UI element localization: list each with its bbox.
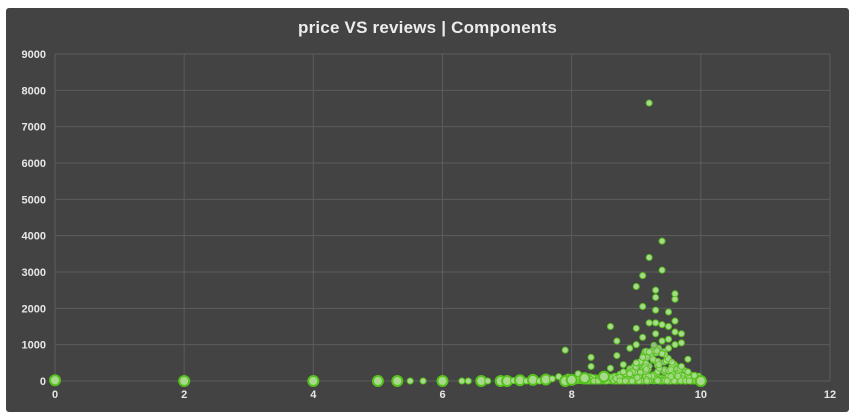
data-point	[685, 369, 691, 375]
y-tick-label: 1000	[22, 340, 46, 352]
cloud-point	[686, 378, 692, 384]
data-point	[666, 324, 672, 330]
y-tick-label: 9000	[22, 49, 46, 61]
cloud-point	[634, 375, 640, 381]
cloud-point	[668, 367, 674, 373]
data-point	[549, 376, 555, 382]
x-tick-label: 0	[52, 389, 58, 401]
data-point	[633, 284, 639, 290]
x-tick-label: 6	[439, 389, 445, 401]
data-point	[627, 345, 633, 351]
x-tick-labels: 0 2 4 6 8 10 12	[52, 389, 836, 401]
data-point	[672, 296, 678, 302]
data-point	[633, 342, 639, 348]
data-point	[646, 349, 652, 355]
cloud-point	[644, 378, 650, 384]
y-tick-label: 5000	[22, 194, 46, 206]
data-point	[653, 320, 659, 326]
cloud-point	[656, 362, 662, 368]
data-point	[588, 354, 594, 360]
data-point	[627, 371, 633, 377]
data-point	[653, 331, 659, 337]
data-point	[614, 338, 620, 344]
cloud-point	[675, 373, 681, 379]
data-point	[678, 363, 684, 369]
cloud-point	[643, 366, 649, 372]
data-point	[407, 378, 413, 384]
data-point	[659, 351, 665, 357]
data-point	[640, 354, 646, 360]
data-point	[666, 309, 672, 315]
data-point	[646, 254, 652, 260]
data-point	[659, 238, 665, 244]
x-tick-label: 8	[569, 389, 575, 401]
data-points	[50, 100, 706, 386]
y-tick-label: 7000	[22, 122, 46, 134]
data-point	[607, 324, 613, 330]
data-point	[588, 363, 594, 369]
data-point	[666, 345, 672, 351]
data-point	[653, 287, 659, 293]
data-point	[562, 347, 568, 353]
data-point	[646, 320, 652, 326]
data-point	[640, 273, 646, 279]
data-point	[659, 322, 665, 328]
data-point	[685, 356, 691, 362]
data-point	[373, 376, 383, 386]
data-point	[640, 334, 646, 340]
x-tick-label: 12	[824, 389, 836, 401]
x-tick-label: 4	[310, 389, 317, 401]
data-point	[179, 376, 189, 386]
data-point	[50, 375, 60, 385]
data-point	[633, 325, 639, 331]
cloud-point	[664, 378, 670, 384]
data-point	[614, 353, 620, 359]
data-point	[420, 378, 426, 384]
data-point	[438, 376, 448, 386]
data-point	[672, 329, 678, 335]
data-point	[646, 100, 652, 106]
y-tick-label: 8000	[22, 85, 46, 97]
data-point	[640, 304, 646, 310]
data-point	[653, 307, 659, 313]
x-tick-label: 2	[181, 389, 187, 401]
data-point	[696, 376, 706, 386]
cloud-point	[622, 378, 628, 384]
cloud-point	[617, 378, 623, 384]
scatter-plot: 0 1000 2000 3000 4000 5000 6000 7000 8000 9000 0 2…	[6, 8, 849, 412]
data-point	[620, 362, 626, 368]
data-point	[633, 360, 639, 366]
y-tick-label: 3000	[22, 267, 46, 279]
data-point	[459, 378, 465, 384]
cloud-point	[654, 378, 660, 384]
data-point	[599, 372, 609, 382]
y-tick-label: 0	[40, 376, 46, 388]
data-point	[666, 336, 672, 342]
data-point	[392, 376, 402, 386]
data-point	[653, 294, 659, 300]
y-tick-label: 2000	[22, 303, 46, 315]
data-point	[678, 331, 684, 337]
data-point	[580, 373, 590, 383]
data-point	[567, 375, 577, 385]
data-point	[308, 376, 318, 386]
cloud-point	[669, 359, 675, 365]
data-point	[678, 340, 684, 346]
y-tick-label: 4000	[22, 231, 46, 243]
data-point	[672, 342, 678, 348]
data-point	[672, 318, 678, 324]
data-point	[659, 267, 665, 273]
y-tick-label: 6000	[22, 158, 46, 170]
data-point	[485, 378, 491, 384]
x-tick-label: 10	[695, 389, 707, 401]
gridlines	[55, 54, 830, 381]
data-point	[607, 365, 613, 371]
data-point	[620, 369, 626, 375]
data-point	[465, 378, 471, 384]
y-tick-labels: 0 1000 2000 3000 4000 5000 6000 7000 8000 9000	[22, 49, 46, 388]
data-point	[659, 338, 665, 344]
chart-panel: price VS reviews | Components 0 1000 2000 3…	[6, 8, 849, 412]
